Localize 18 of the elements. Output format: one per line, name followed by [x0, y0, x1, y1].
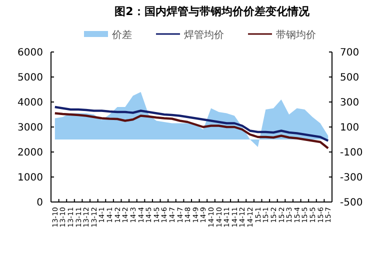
y2-tick-label: 700 [340, 48, 360, 58]
y2-tick-label: -100 [340, 148, 363, 158]
chart-title: 图2：国内焊管与带钢均价价差变化情况 [114, 5, 310, 18]
legend-label: 价差 [111, 29, 132, 41]
y2-tick-label: -500 [340, 198, 363, 208]
legend-label: 带钢均价 [276, 29, 316, 41]
y2-tick-label: 100 [340, 122, 360, 134]
y2-tick-label: -300 [340, 172, 363, 184]
y-tick-label: 5000 [18, 72, 43, 84]
legend-label: 焊管均价 [184, 29, 224, 41]
y2-tick-label: 300 [340, 98, 360, 108]
y2-tick-label: 500 [340, 72, 360, 84]
y-tick-label: 6000 [18, 48, 43, 58]
y-tick-label: 2000 [18, 148, 43, 158]
y-tick-label: 0 [36, 198, 43, 208]
y-tick-label: 4000 [18, 98, 43, 108]
y-tick-label: 1000 [18, 172, 43, 184]
y-tick-label: 3000 [18, 122, 43, 134]
